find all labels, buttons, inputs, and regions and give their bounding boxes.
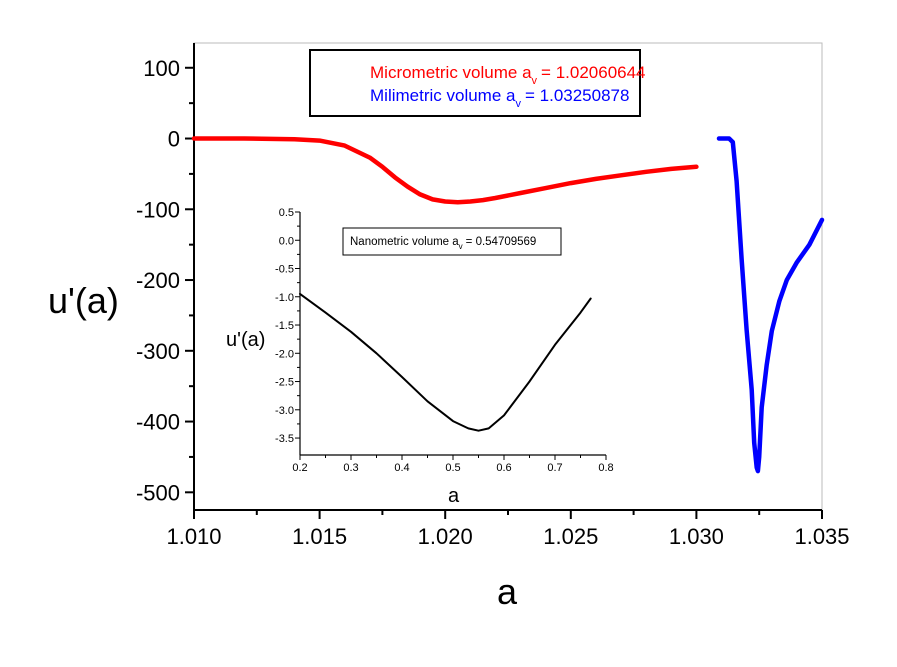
inset-y-tick-label: -3.0 [275, 405, 294, 417]
inset-series-lines [299, 292, 592, 432]
inset-x-tick-label: 0.2 [292, 462, 307, 474]
main-legend-box [309, 49, 641, 117]
main-y-tick-label: 0 [168, 127, 180, 152]
main-series-line-1 [716, 136, 825, 474]
main-x-tick-label: 1.030 [669, 524, 724, 549]
inset-x-axis-label: a [448, 485, 460, 507]
legend-entry-nanometric: Nanometric volume av = 0.54709569 [350, 236, 536, 251]
main-x-tick-label: 1.035 [794, 524, 849, 549]
inset-x-tick-label: 0.3 [343, 462, 358, 474]
inset-axes: 0.2 0.3 0.4 0.5 0.6 0.7 0.8 0.5 0.0 -0.5 -1.0 -1.5 -… [275, 207, 614, 474]
main-series-line-0 [191, 136, 699, 205]
main-x-tick-label: 1.010 [166, 524, 221, 549]
inset-y-axis-label: u'(a) [226, 329, 265, 351]
main-x-axis-label: a [497, 571, 518, 612]
main-y-tick-label: 100 [143, 56, 180, 81]
main-y-tick-label: -300 [136, 339, 180, 364]
inset-y-tick-label: -1.0 [275, 292, 294, 304]
main-x-tick-label: 1.025 [543, 524, 598, 549]
inset-x-tick-label: 0.4 [394, 462, 409, 474]
main-y-axis-label: u'(a) [48, 280, 119, 321]
main-series-lines [191, 136, 825, 474]
main-x-tick-label: 1.020 [418, 524, 473, 549]
inset-chart: 0.2 0.3 0.4 0.5 0.6 0.7 0.8 0.5 0.0 -0.5 -1.0 -1.5 -… [226, 207, 614, 507]
main-y-tick-label: -500 [136, 480, 180, 505]
legend-entry-milimetric: Milimetric volume av = 1.03250878 [370, 86, 629, 110]
inset-legend: Nanometric volume av = 0.54709569 [342, 227, 562, 256]
main-legend: Micrometric volume av = 1.02060644 Milime… [309, 49, 646, 117]
inset-series-line-0 [299, 292, 592, 432]
inset-y-tick-label: -1.5 [275, 320, 294, 332]
inset-y-tick-label: -2.5 [275, 377, 294, 389]
inset-y-tick-label: -0.5 [275, 264, 294, 276]
main-y-tick-label: -400 [136, 410, 180, 435]
inset-legend-box [342, 227, 562, 256]
inset-x-tick-label: 0.5 [445, 462, 460, 474]
main-y-tick-label: -100 [136, 197, 180, 222]
inset-x-tick-label: 0.7 [547, 462, 562, 474]
inset-y-tick-label: -2.0 [275, 348, 294, 360]
main-axes: 1.010 1.015 1.020 1.025 1.030 1.035 100 0 -100 -2… [136, 42, 850, 549]
main-y-tick-label: -200 [136, 268, 180, 293]
inset-y-tick-label: 0.5 [279, 207, 294, 219]
legend-entry-micrometric: Micrometric volume av = 1.02060644 [370, 63, 646, 87]
main-x-tick-label: 1.015 [292, 524, 347, 549]
inset-y-tick-label: -3.5 [275, 433, 294, 445]
inset-x-tick-label: 0.8 [598, 462, 613, 474]
inset-y-tick-label: 0.0 [279, 235, 294, 247]
inset-x-tick-label: 0.6 [496, 462, 511, 474]
